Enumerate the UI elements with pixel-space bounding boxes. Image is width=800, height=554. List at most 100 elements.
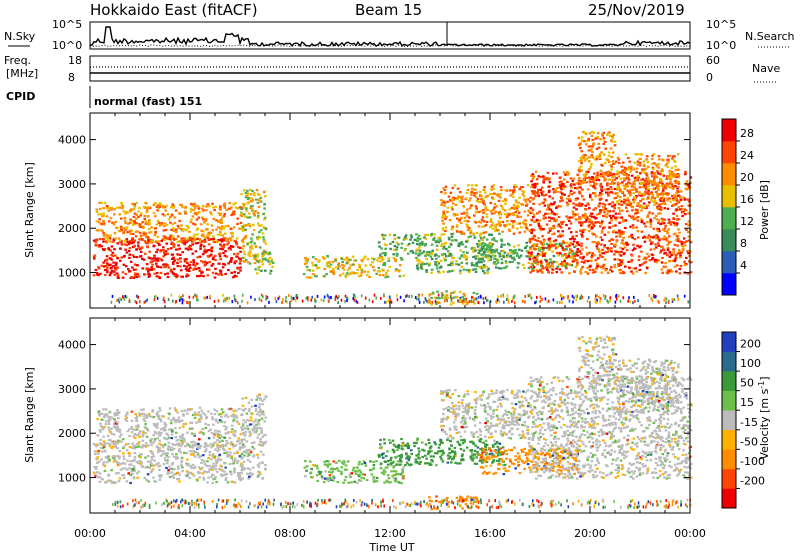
echo-cell: [110, 217, 113, 219]
echo-cell: [269, 263, 272, 265]
echo-cell: [253, 212, 256, 214]
echo-cell: [683, 261, 686, 263]
clutter-cell: [338, 295, 340, 298]
echo-cell: [202, 472, 205, 474]
echo-cell: [133, 245, 136, 247]
echo-cell: [612, 210, 615, 212]
echo-cell: [107, 210, 110, 212]
echo-cell: [529, 258, 532, 260]
echo-cell: [675, 169, 678, 171]
echo-cell: [590, 213, 593, 215]
echo-cell: [131, 276, 134, 278]
echo-cell: [132, 241, 135, 243]
echo-cell: [610, 168, 613, 170]
echo-cell: [110, 469, 113, 471]
echo-cell: [674, 266, 677, 268]
echo-cell: [649, 238, 652, 240]
echo-cell: [566, 198, 569, 200]
echo-cell: [581, 189, 584, 191]
echo-cell: [463, 269, 466, 271]
echo-cell: [185, 260, 188, 262]
echo-cell: [532, 173, 535, 175]
clutter-cell: [403, 299, 405, 302]
echo-cell: [119, 240, 122, 242]
echo-cell: [478, 261, 481, 263]
echo-cell: [481, 246, 484, 248]
echo-cell: [494, 230, 497, 232]
echo-cell: [637, 160, 640, 162]
echo-cell: [596, 172, 599, 174]
echo-cell: [122, 452, 125, 454]
echo-cell: [208, 205, 211, 207]
echo-cell: [147, 473, 150, 475]
echo-cell: [204, 423, 207, 425]
echo-cell: [603, 252, 606, 254]
clutter-cell: [189, 296, 191, 299]
noise-sky-trace: [90, 27, 690, 46]
echo-cell: [309, 269, 312, 271]
echo-cell: [455, 204, 458, 206]
echo-cell: [638, 259, 641, 261]
echo-cell: [667, 159, 670, 161]
nave-tick-top: 60: [706, 54, 720, 67]
echo-cell: [418, 246, 421, 248]
echo-cell: [662, 188, 665, 190]
echo-cell: [604, 141, 607, 143]
echo-cell: [527, 184, 530, 186]
echo-cell: [215, 228, 218, 230]
echo-cell: [635, 226, 638, 228]
echo-cell: [209, 454, 212, 456]
echo-cell: [102, 238, 105, 240]
echo-cell: [223, 449, 226, 451]
clutter-cell: [121, 298, 123, 301]
echo-cell: [516, 252, 519, 254]
echo-cell: [205, 464, 208, 466]
echo-cell: [673, 160, 676, 162]
echo-cell: [100, 229, 103, 231]
echo-cell: [600, 170, 603, 172]
echo-cell: [631, 209, 634, 211]
echo-cell: [165, 210, 168, 212]
echo-cell: [196, 233, 199, 235]
echo-cell: [553, 245, 556, 247]
echo-cell: [636, 178, 639, 180]
echo-cell: [581, 261, 584, 263]
echo-cell: [456, 198, 459, 200]
echo-cell: [224, 429, 227, 431]
echo-cell: [165, 263, 168, 265]
noise-panel: N.Sky 10^5 10^0 10^5 10^0 N.Search: [4, 18, 795, 52]
echo-cell: [440, 199, 443, 201]
echo-cell: [315, 275, 318, 277]
echo-cell: [667, 269, 670, 271]
echo-cell: [518, 232, 521, 234]
echo-cell: [599, 254, 602, 256]
echo-cell: [572, 235, 575, 237]
echo-cell: [146, 268, 149, 270]
echo-cell: [632, 273, 635, 275]
echo-cell: [637, 175, 640, 177]
echo-cell: [177, 465, 180, 467]
echo-cell: [230, 441, 233, 443]
echo-cell: [175, 231, 178, 233]
echo-cell: [160, 240, 163, 242]
echo-cell: [194, 455, 197, 457]
echo-cell: [461, 266, 464, 268]
echo-cell: [177, 457, 180, 459]
echo-cell: [670, 223, 673, 225]
colorbar-segment: [722, 119, 736, 141]
echo-cell: [568, 220, 571, 222]
echo-cell: [459, 200, 462, 202]
clutter-cell: [234, 295, 236, 298]
echo-cell: [522, 193, 525, 195]
echo-cell: [553, 255, 556, 257]
echo-cell: [559, 234, 562, 236]
clutter-cell: [344, 300, 346, 303]
echo-cell: [575, 208, 578, 210]
echo-cell: [657, 189, 660, 191]
echo-cell: [239, 446, 242, 448]
echo-cell: [607, 272, 610, 274]
echo-cell: [447, 250, 450, 252]
echo-cell: [636, 171, 639, 173]
echo-cell: [108, 248, 111, 250]
echo-cell: [138, 446, 141, 448]
